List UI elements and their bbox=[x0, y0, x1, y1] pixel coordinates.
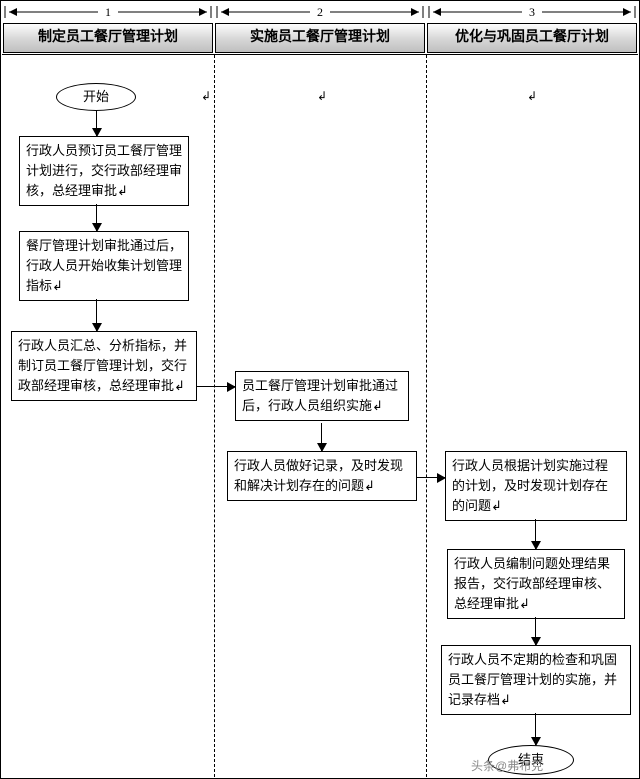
ruler-1: 1 bbox=[3, 3, 213, 21]
arrow bbox=[96, 111, 97, 136]
arrow bbox=[96, 204, 97, 231]
terminal-start: 开始 bbox=[56, 83, 136, 111]
arrow bbox=[535, 713, 536, 745]
watermark: 头条@弗布克 bbox=[471, 757, 543, 774]
arrow bbox=[321, 423, 322, 451]
ruler-2: 2 bbox=[215, 3, 425, 21]
arrow bbox=[417, 477, 445, 478]
ruler-2-label: 2 bbox=[317, 5, 323, 19]
ret-mark-2: ↲ bbox=[317, 89, 327, 104]
node-issue-report: 行政人员编制问题处理结果报告，交行政部经理审核、总经理审批↲ bbox=[447, 549, 625, 619]
node-review-issues: 行政人员根据计划实施过程的计划，及时发现计划存在的问题↲ bbox=[445, 451, 627, 521]
arrow bbox=[197, 386, 235, 387]
node-collect-metrics: 餐厅管理计划审批通过后，行政人员开始收集计划管理指标↲ bbox=[19, 231, 189, 301]
node-compile-plan: 行政人员汇总、分析指标，并制订员工餐厅管理计划，交行政部经理审核，总经理审批↲ bbox=[11, 331, 197, 401]
col-head-1: 制定员工餐厅管理计划 bbox=[3, 23, 213, 53]
ruler-3: 3 bbox=[427, 3, 637, 21]
header-separator bbox=[2, 54, 638, 55]
ruler-1-label: 1 bbox=[105, 5, 111, 19]
arrow bbox=[96, 299, 97, 331]
col-head-3: 优化与巩固员工餐厅计划 bbox=[427, 23, 637, 53]
node-inspect-archive: 行政人员不定期的检查和巩固员工餐厅管理计划的实施，并记录存档↲ bbox=[441, 645, 631, 715]
arrow bbox=[535, 519, 536, 549]
swimlane-flowchart: 1 2 3 制定员工餐厅管理计划 实施员工餐厅管理计划 优化与巩固员工餐厅计划 bbox=[0, 0, 640, 779]
ret-mark-3: ↲ bbox=[527, 89, 537, 104]
node-record-issues: 行政人员做好记录，及时发现和解决计划存在的问题↲ bbox=[227, 451, 417, 501]
lane-sep-1 bbox=[214, 55, 215, 777]
node-implement: 员工餐厅管理计划审批通过后，行政人员组织实施↲ bbox=[235, 371, 409, 421]
ruler-3-label: 3 bbox=[529, 5, 535, 19]
arrow bbox=[535, 617, 536, 645]
node-plan-draft: 行政人员预订员工餐厅管理计划进行，交行政部经理审核，总经理审批↲ bbox=[19, 136, 189, 206]
lane-sep-2 bbox=[426, 55, 427, 777]
col-head-2: 实施员工餐厅管理计划 bbox=[215, 23, 425, 53]
ret-mark-1: ↲ bbox=[201, 89, 211, 104]
